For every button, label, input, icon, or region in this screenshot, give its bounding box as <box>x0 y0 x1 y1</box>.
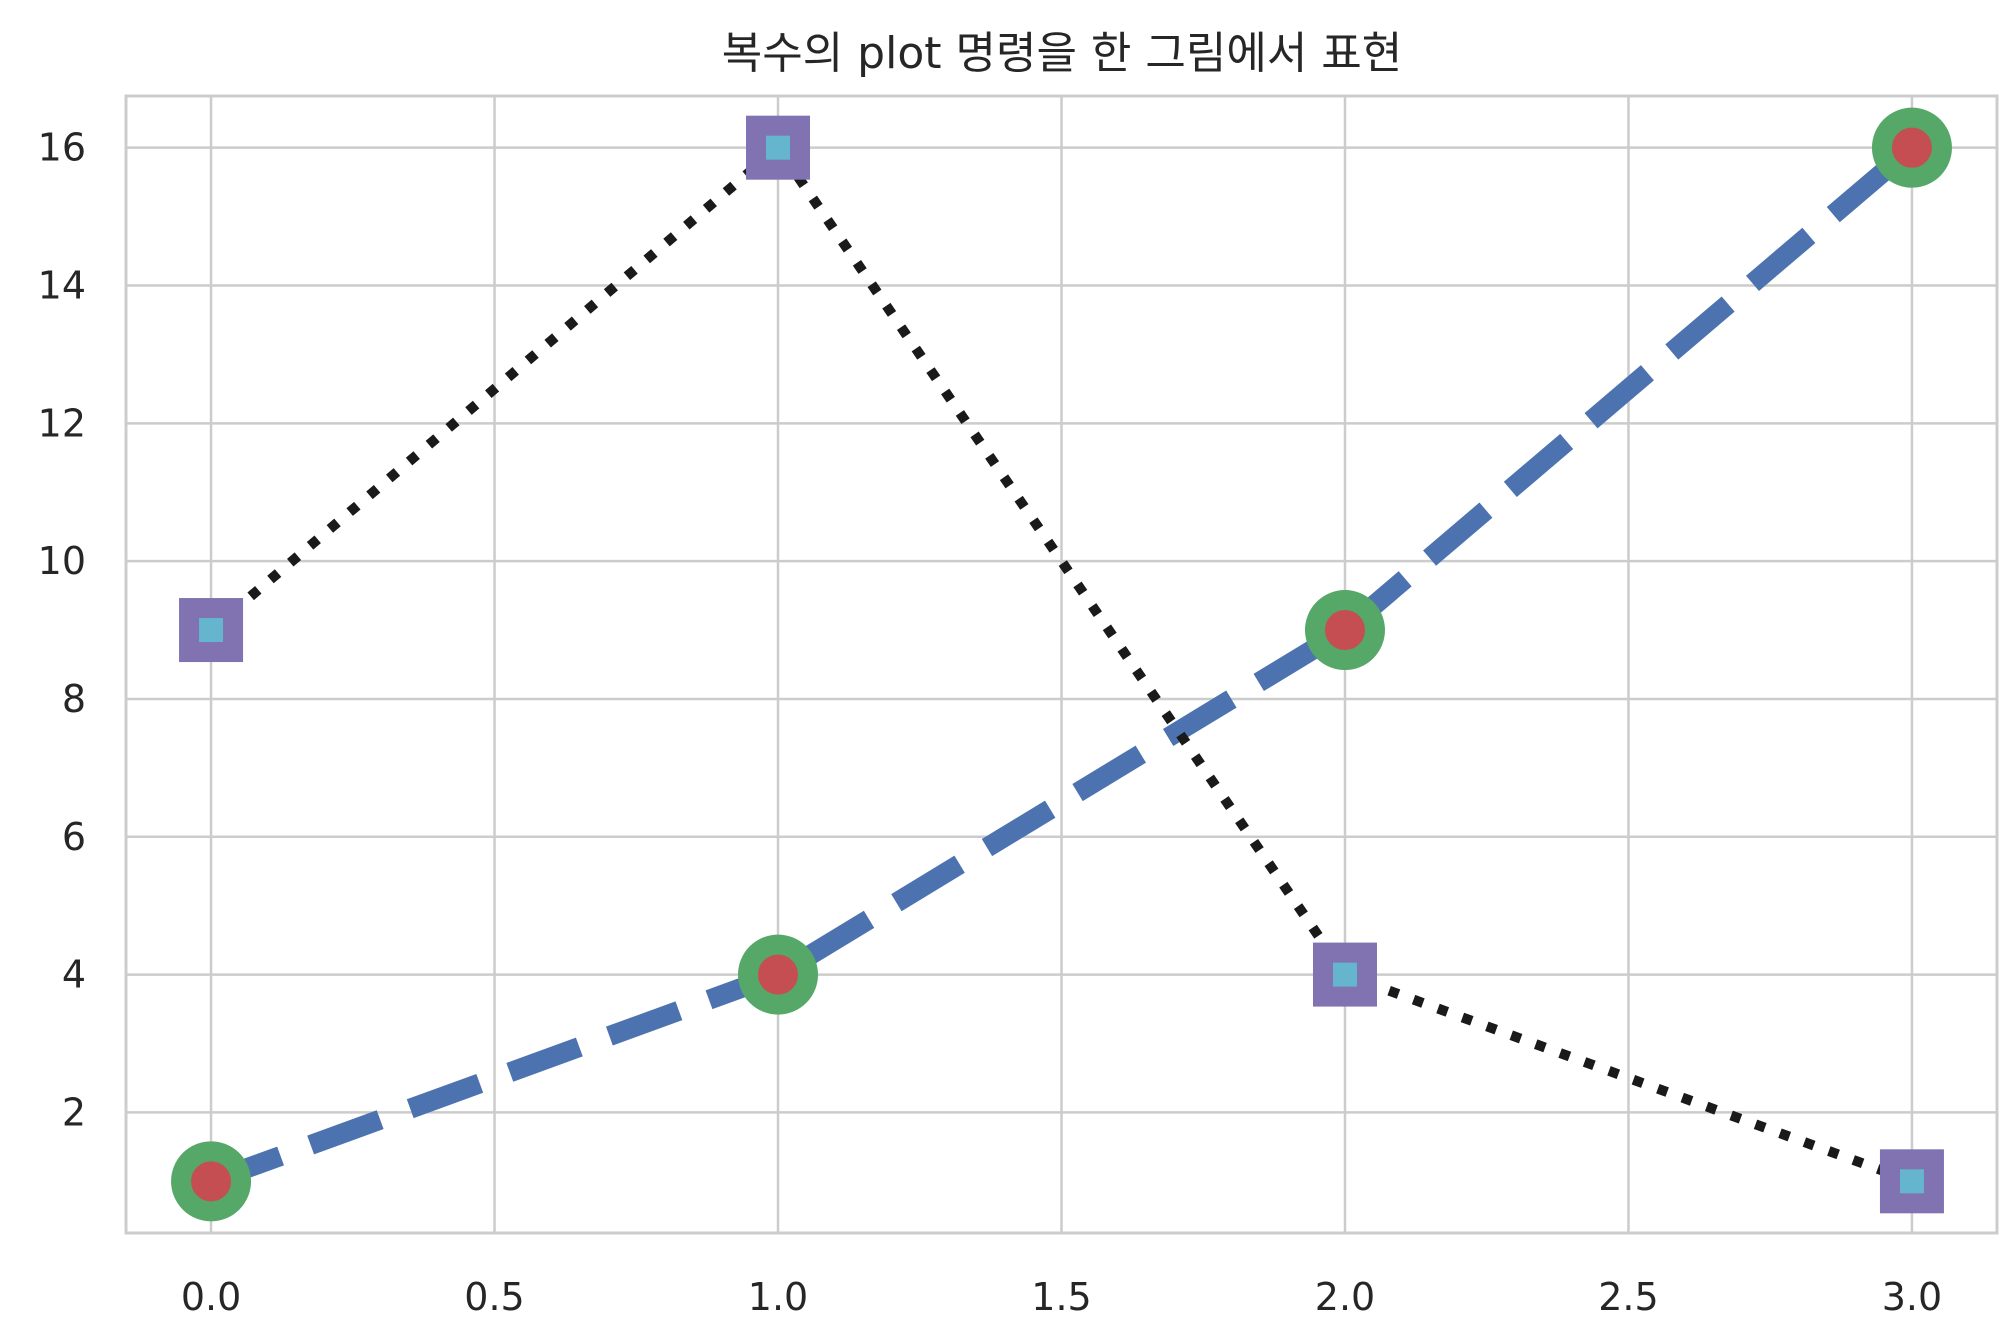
y-tick-label: 14 <box>38 264 86 308</box>
y-tick-label: 8 <box>62 677 86 721</box>
x-tick-label: 0.5 <box>464 1275 524 1319</box>
data-markers <box>171 107 1952 1222</box>
series-lines <box>207 140 1919 1191</box>
x-tick-label: 3.0 <box>1882 1275 1942 1319</box>
circle-marker <box>738 934 819 1015</box>
dashed-series-line <box>207 140 1919 1191</box>
grid-lines <box>126 96 1997 1233</box>
axes-frame <box>124 94 1999 1235</box>
y-tick-label: 16 <box>38 126 86 170</box>
x-tick-label: 1.0 <box>748 1275 808 1319</box>
x-tick-label: 0.0 <box>181 1275 241 1319</box>
x-tick-label: 2.5 <box>1598 1275 1658 1319</box>
chart-title: 복수의 plot 명령을 한 그림에서 표현 <box>722 28 1403 79</box>
y-tick-label: 6 <box>62 815 86 859</box>
circle-marker <box>1304 590 1385 671</box>
square-marker <box>1879 1149 1944 1214</box>
y-tick-label: 2 <box>62 1090 86 1134</box>
x-tick-label: 1.5 <box>1031 1275 1091 1319</box>
square-marker <box>1312 942 1377 1007</box>
y-tick-label: 4 <box>62 953 86 997</box>
x-axis-ticks: 0.0 0.5 1.0 1.5 2.0 2.5 3.0 <box>181 1275 1942 1319</box>
circle-marker <box>1871 107 1952 188</box>
y-tick-label: 12 <box>38 401 86 445</box>
square-marker <box>746 115 811 180</box>
dotted-series-line <box>207 142 1914 1187</box>
x-tick-label: 2.0 <box>1315 1275 1375 1319</box>
y-tick-label: 10 <box>38 539 86 583</box>
circle-marker <box>171 1141 252 1222</box>
y-axis-ticks: 2 4 6 8 10 12 14 16 <box>38 126 86 1135</box>
square-marker <box>179 598 244 663</box>
